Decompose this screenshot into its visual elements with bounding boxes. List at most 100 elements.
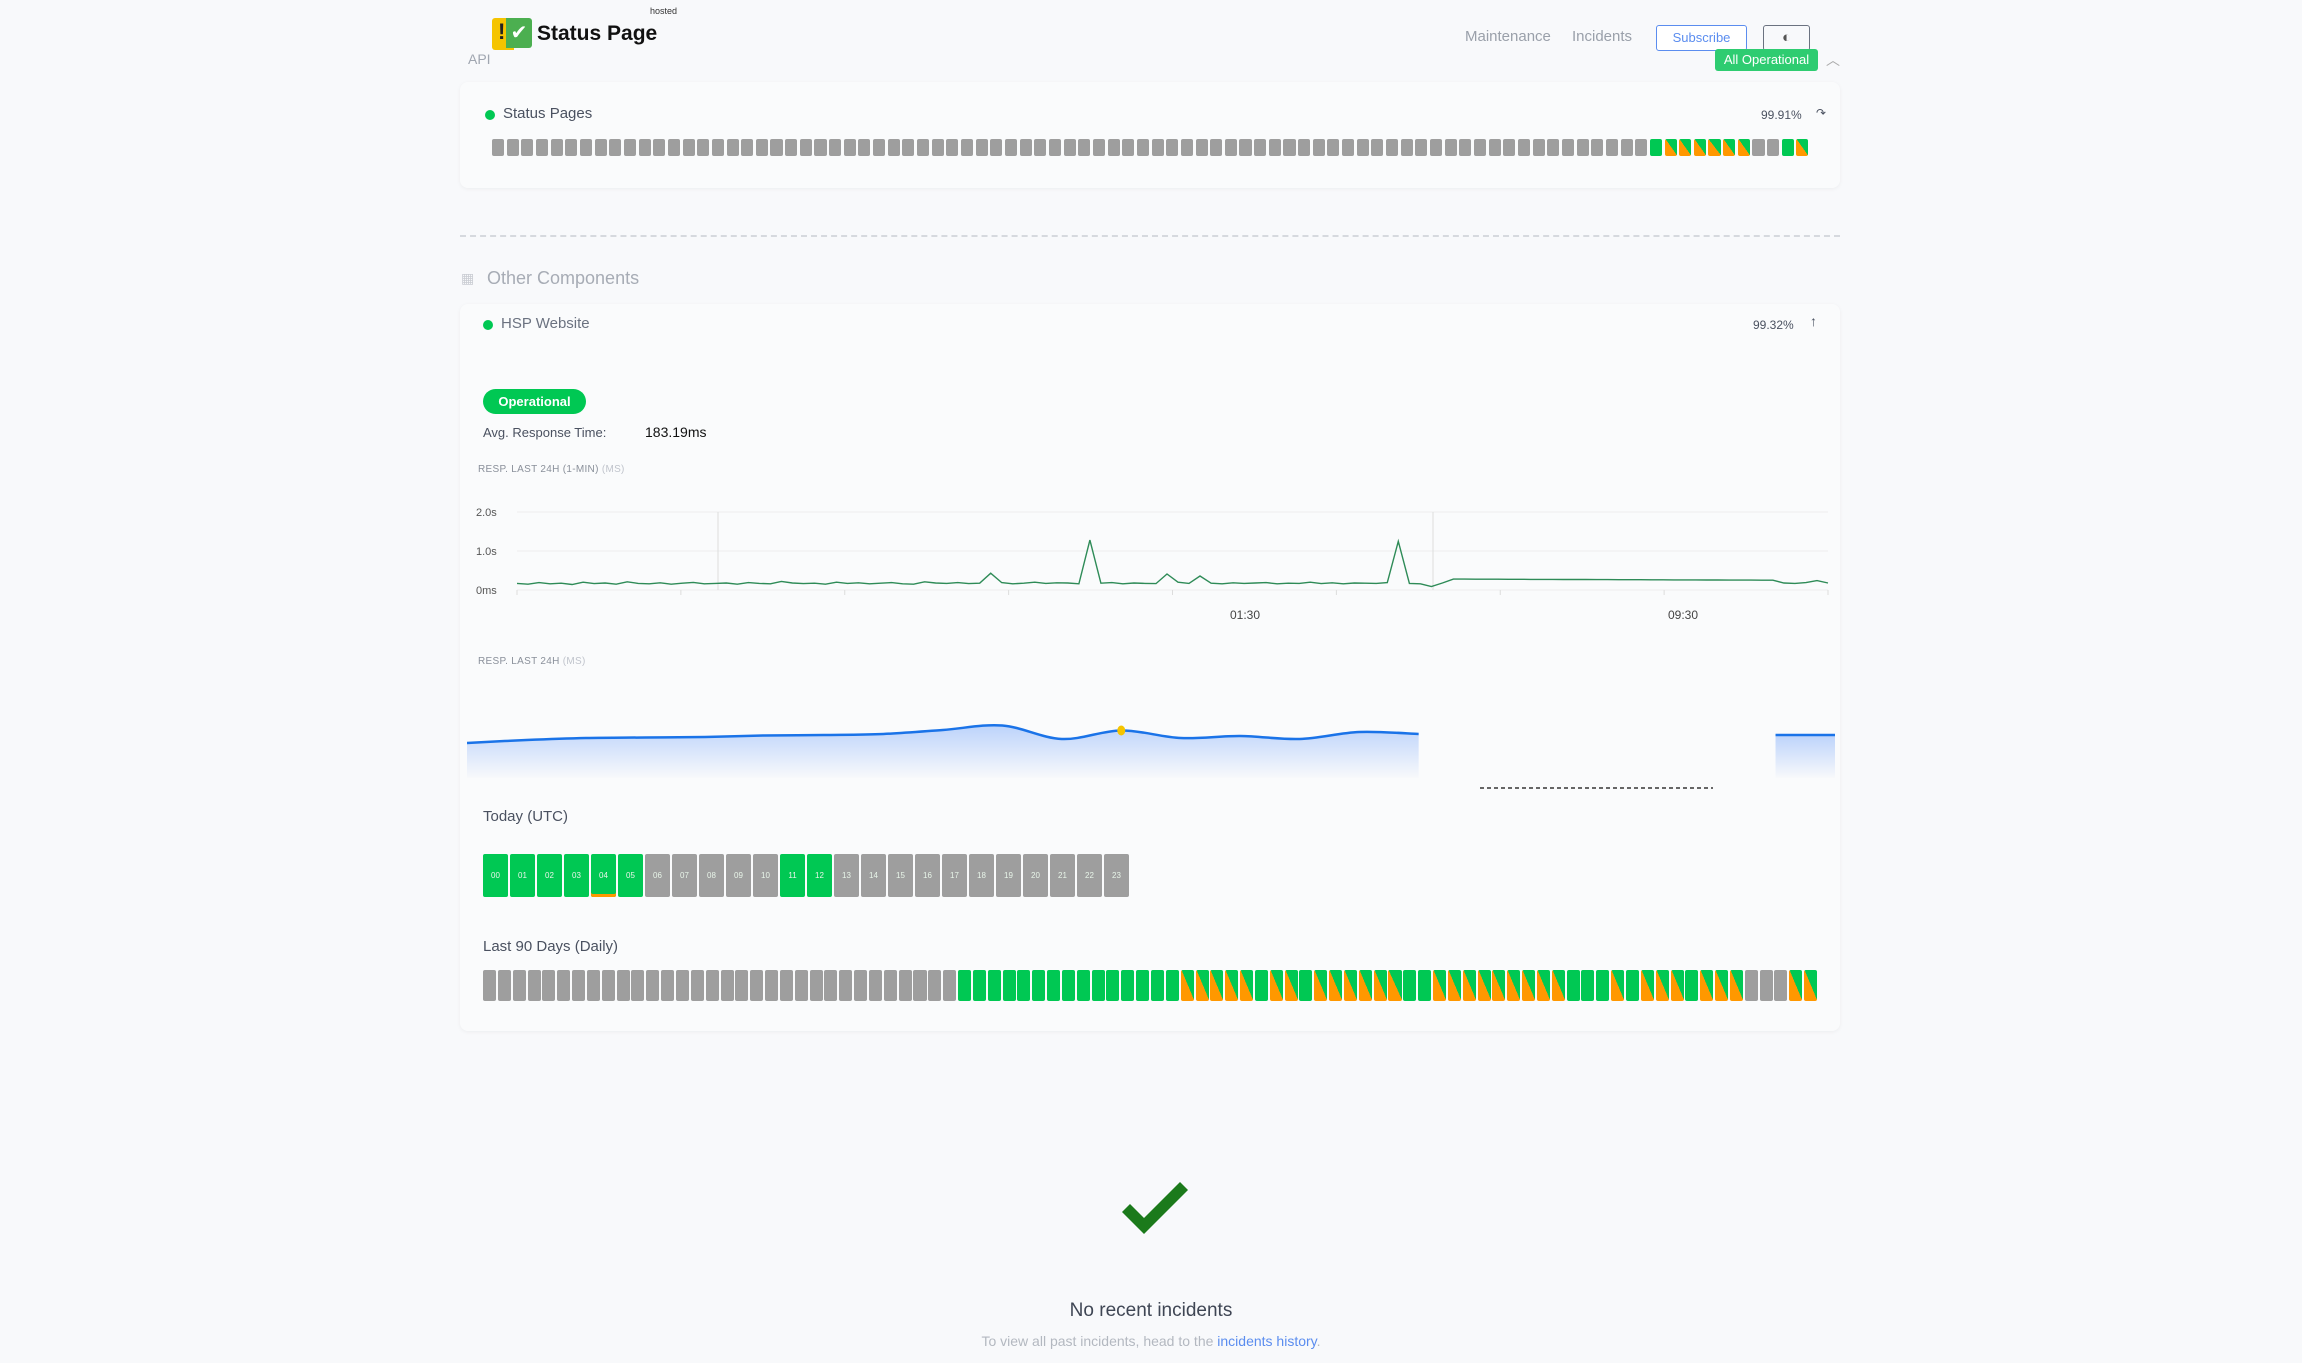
day-bar[interactable] <box>1283 139 1296 156</box>
day-bar[interactable] <box>1591 139 1604 156</box>
day-bar[interactable] <box>1343 970 1357 1001</box>
day-bar[interactable] <box>1047 970 1061 1001</box>
day-bar[interactable] <box>868 970 882 1001</box>
day-bar[interactable] <box>1804 970 1818 1001</box>
day-bar[interactable] <box>958 970 972 1001</box>
day-bar[interactable] <box>1107 139 1120 156</box>
day-bar[interactable] <box>521 139 534 156</box>
day-bar[interactable] <box>1655 970 1669 1001</box>
day-bar[interactable] <box>1459 139 1472 156</box>
day-bar[interactable] <box>1781 139 1794 156</box>
day-bar[interactable] <box>579 139 592 156</box>
day-bar[interactable] <box>1195 970 1209 1001</box>
day-bar[interactable] <box>1299 970 1313 1001</box>
hour-bar[interactable]: 06 <box>645 854 670 897</box>
hour-bar[interactable]: 09 <box>726 854 751 897</box>
day-bar[interactable] <box>1723 139 1736 156</box>
day-bar[interactable] <box>653 139 666 156</box>
day-bar[interactable] <box>550 139 563 156</box>
day-bar[interactable] <box>735 970 749 1001</box>
day-bar[interactable] <box>623 139 636 156</box>
day-bar[interactable] <box>917 139 930 156</box>
day-bar[interactable] <box>854 970 868 1001</box>
day-bar[interactable] <box>779 970 793 1001</box>
day-bar[interactable] <box>1034 139 1047 156</box>
day-bar[interactable] <box>1566 970 1580 1001</box>
day-bar[interactable] <box>1693 139 1706 156</box>
day-bar[interactable] <box>1418 970 1432 1001</box>
day-bar[interactable] <box>750 970 764 1001</box>
collapse-arrow-icon[interactable]: ↑ <box>1810 313 1817 329</box>
hour-bar[interactable]: 19 <box>996 854 1021 897</box>
day-bar[interactable] <box>1596 970 1610 1001</box>
hour-bar[interactable]: 14 <box>861 854 886 897</box>
day-bar[interactable] <box>1106 970 1120 1001</box>
hour-bar[interactable]: 04 <box>591 854 616 897</box>
day-bar[interactable] <box>527 970 541 1001</box>
day-bar[interactable] <box>1744 970 1758 1001</box>
day-bar[interactable] <box>720 970 734 1001</box>
day-bar[interactable] <box>1635 139 1648 156</box>
day-bar[interactable] <box>1517 139 1530 156</box>
hour-bar[interactable]: 13 <box>834 854 859 897</box>
day-bar[interactable] <box>990 139 1003 156</box>
day-bar[interactable] <box>1576 139 1589 156</box>
incidents-history-link[interactable]: incidents history <box>1217 1333 1317 1349</box>
day-bar[interactable] <box>1679 139 1692 156</box>
day-bar[interactable] <box>1767 139 1780 156</box>
hour-bar[interactable]: 15 <box>888 854 913 897</box>
day-bar[interactable] <box>1254 970 1268 1001</box>
day-bar[interactable] <box>1400 139 1413 156</box>
hour-bar[interactable]: 10 <box>753 854 778 897</box>
day-bar[interactable] <box>1032 970 1046 1001</box>
day-bar[interactable] <box>1403 970 1417 1001</box>
day-bar[interactable] <box>1151 139 1164 156</box>
day-bar[interactable] <box>1373 970 1387 1001</box>
hour-bar[interactable]: 11 <box>780 854 805 897</box>
day-bar[interactable] <box>594 139 607 156</box>
day-bar[interactable] <box>913 970 927 1001</box>
day-bar[interactable] <box>755 139 768 156</box>
day-bar[interactable] <box>1076 970 1090 1001</box>
day-bar[interactable] <box>1239 139 1252 156</box>
day-bar[interactable] <box>1048 139 1061 156</box>
day-bar[interactable] <box>1536 970 1550 1001</box>
day-bar[interactable] <box>928 970 942 1001</box>
day-bar[interactable] <box>1796 139 1809 156</box>
day-bar[interactable] <box>1314 970 1328 1001</box>
hour-bar[interactable]: 12 <box>807 854 832 897</box>
hour-bar[interactable]: 07 <box>672 854 697 897</box>
day-bar[interactable] <box>1444 139 1457 156</box>
day-bar[interactable] <box>1611 970 1625 1001</box>
day-bar[interactable] <box>972 970 986 1001</box>
day-bar[interactable] <box>1312 139 1325 156</box>
day-bar[interactable] <box>1371 139 1384 156</box>
day-bar[interactable] <box>535 139 549 156</box>
day-bar[interactable] <box>799 139 812 156</box>
subscribe-button[interactable]: Subscribe <box>1656 25 1747 51</box>
day-bar[interactable] <box>1150 970 1165 1001</box>
day-bar[interactable] <box>1329 970 1343 1001</box>
day-bar[interactable] <box>1759 970 1773 1001</box>
day-bar[interactable] <box>1640 970 1654 1001</box>
hour-bar[interactable]: 08 <box>699 854 724 897</box>
day-bar[interactable] <box>1165 970 1179 1001</box>
day-bar[interactable] <box>1122 139 1135 156</box>
day-bar[interactable] <box>1774 970 1788 1001</box>
day-bar[interactable] <box>675 970 690 1001</box>
day-bar[interactable] <box>1752 139 1765 156</box>
day-bar[interactable] <box>946 139 959 156</box>
day-bar[interactable] <box>1462 970 1476 1001</box>
day-bar[interactable] <box>1063 139 1076 156</box>
day-bar[interactable] <box>497 970 511 1001</box>
day-bar[interactable] <box>1121 970 1135 1001</box>
hour-bar[interactable]: 16 <box>915 854 940 897</box>
day-bar[interactable] <box>1605 139 1618 156</box>
day-bar[interactable] <box>829 139 842 156</box>
day-bar[interactable] <box>1708 139 1721 156</box>
day-bar[interactable] <box>726 139 739 156</box>
day-bar[interactable] <box>1019 139 1032 156</box>
day-bar[interactable] <box>824 970 838 1001</box>
day-bar[interactable] <box>1225 970 1239 1001</box>
hour-bar[interactable]: 22 <box>1077 854 1102 897</box>
